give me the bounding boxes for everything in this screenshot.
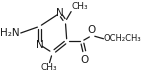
Text: N: N — [36, 40, 43, 50]
Text: O: O — [81, 55, 89, 65]
Text: OCH₂CH₃: OCH₂CH₃ — [104, 34, 141, 43]
Text: H₂N: H₂N — [0, 28, 20, 38]
Text: O: O — [88, 25, 96, 35]
Text: CH₃: CH₃ — [72, 2, 88, 11]
Text: CH₃: CH₃ — [40, 63, 57, 72]
Text: N: N — [56, 8, 63, 18]
